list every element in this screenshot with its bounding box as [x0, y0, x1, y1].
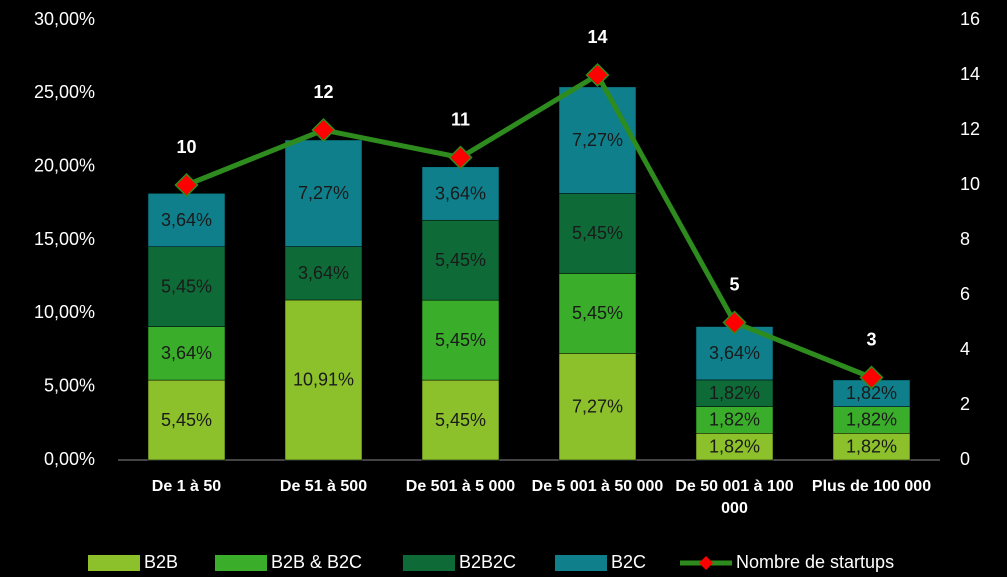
- data-label: 12: [313, 82, 333, 102]
- y2-tick-label: 16: [960, 9, 980, 29]
- legend-swatch: [403, 555, 455, 571]
- legend-label: B2B: [144, 552, 178, 572]
- data-label: 7,27%: [572, 396, 623, 416]
- data-label: 1,82%: [709, 436, 760, 456]
- bar-segment: [558, 353, 637, 461]
- data-label: 11: [451, 109, 470, 129]
- data-label: 5,45%: [572, 303, 623, 323]
- y2-tick-label: 4: [960, 339, 970, 359]
- data-label: 1,82%: [846, 436, 897, 456]
- y2-tick-label: 2: [960, 394, 970, 414]
- marker: [311, 117, 336, 143]
- y2-tick-label: 10: [960, 174, 980, 194]
- legend-swatch: [699, 556, 713, 570]
- bar-segment: [421, 379, 500, 461]
- line: [185, 71, 873, 380]
- y-tick-label: 30,00%: [34, 9, 95, 29]
- data-label: 7,27%: [572, 130, 623, 150]
- bar-segment: [695, 406, 774, 434]
- legend-swatch: [88, 555, 140, 571]
- x-tick-label: De 51 à 500: [279, 478, 368, 495]
- marker: [722, 310, 747, 335]
- legend-swatch: [215, 555, 267, 571]
- x-tick-label: Plus de 100 000: [811, 478, 932, 495]
- bar-segment: [284, 299, 363, 461]
- bar-segment: [558, 273, 637, 354]
- data-label: 1,82%: [846, 410, 897, 430]
- legend-label: Nombre de startups: [736, 552, 894, 572]
- data-label: 1,82%: [709, 410, 760, 430]
- bar-segment: [421, 166, 500, 221]
- y-tick-label: 15,00%: [34, 229, 95, 249]
- data-label: 5,45%: [435, 330, 486, 350]
- marker: [859, 365, 884, 390]
- data-label: 5,45%: [161, 276, 212, 296]
- bar-segment: [558, 193, 637, 274]
- bar-segment: [147, 246, 226, 327]
- data-label: 5,45%: [435, 250, 486, 270]
- data-label: 5,45%: [435, 410, 486, 430]
- data-label: 3,64%: [709, 343, 760, 363]
- data-label: 3: [866, 329, 876, 349]
- bar-segment: [147, 379, 226, 461]
- bar-segment: [147, 193, 226, 247]
- bar-segment: [147, 326, 226, 381]
- y2-tick-label: 6: [960, 284, 970, 304]
- bar-segment: [832, 433, 911, 461]
- data-label: 5,45%: [572, 223, 623, 243]
- y2-tick-label: 8: [960, 229, 970, 249]
- marker: [174, 172, 199, 198]
- data-label: 1,82%: [709, 383, 760, 403]
- legend-swatch: [555, 555, 607, 571]
- data-label: 1,82%: [846, 383, 897, 403]
- y-tick-label: 25,00%: [34, 82, 95, 102]
- data-label: 7,27%: [298, 183, 349, 203]
- bar-segment: [695, 379, 774, 407]
- x-tick-label: De 1 à 50: [151, 478, 222, 495]
- bar-segment: [832, 406, 911, 434]
- data-label: 3,64%: [161, 210, 212, 230]
- data-label: 14: [587, 27, 607, 47]
- bar-segment: [695, 433, 774, 461]
- bar-segment: [421, 219, 500, 301]
- legend-label: B2B & B2C: [271, 552, 362, 572]
- data-label: 3,64%: [435, 183, 486, 203]
- bar-segment: [421, 299, 500, 381]
- x-tick-label: De 501 à 5 000: [405, 478, 516, 495]
- data-label: 10,91%: [293, 370, 354, 390]
- x-tick-label: De 5 001 à 50 000: [531, 478, 664, 495]
- marker: [585, 62, 610, 88]
- y-tick-label: 0,00%: [44, 449, 95, 469]
- y-tick-label: 20,00%: [34, 155, 95, 175]
- bar-segment: [284, 139, 363, 247]
- data-label: 3,64%: [298, 263, 349, 283]
- data-label: 5: [729, 274, 739, 294]
- data-label: 5,45%: [161, 410, 212, 430]
- y-tick-label: 10,00%: [34, 302, 95, 322]
- y2-tick-label: 14: [960, 64, 980, 84]
- x-tick-label: De 50 001 à 100 000: [675, 478, 794, 517]
- bar-segment: [284, 246, 363, 301]
- y2-tick-label: 0: [960, 449, 970, 469]
- legend-label: B2B2C: [459, 552, 516, 572]
- data-label: 10: [176, 137, 196, 157]
- data-label: 3,64%: [161, 343, 212, 363]
- marker: [448, 145, 473, 170]
- legend-label: B2C: [611, 552, 646, 572]
- y2-tick-label: 12: [960, 119, 980, 139]
- y-tick-label: 5,00%: [44, 375, 95, 395]
